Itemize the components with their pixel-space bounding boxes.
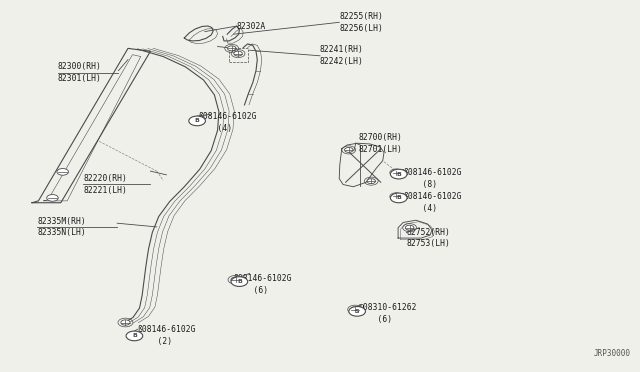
Circle shape [189,116,205,126]
Text: ß08146-6102G
    (2): ß08146-6102G (2) [138,325,196,346]
Text: JRP30000: JRP30000 [593,349,630,358]
Circle shape [344,147,353,153]
Circle shape [121,320,130,325]
Circle shape [349,307,365,316]
Text: 82255(RH)
82256(LH): 82255(RH) 82256(LH) [339,12,383,33]
Circle shape [227,46,236,51]
Text: ß08146-6102G
    (6): ß08146-6102G (6) [234,274,292,295]
Text: 82220(RH)
82221(LH): 82220(RH) 82221(LH) [83,174,127,195]
Text: Ⓜ08310-61262
    (6): Ⓜ08310-61262 (6) [358,303,417,324]
Circle shape [390,169,407,179]
Circle shape [392,194,400,199]
Text: S: S [355,309,360,314]
Circle shape [47,195,58,201]
Text: 82700(RH)
82701(LH): 82700(RH) 82701(LH) [358,133,403,154]
Circle shape [390,193,407,203]
Text: B: B [132,333,137,339]
Circle shape [126,331,143,341]
Circle shape [231,277,240,282]
Text: B: B [195,118,200,124]
Circle shape [405,225,414,230]
Text: ß08146-6102G
    (4): ß08146-6102G (4) [198,112,257,133]
Text: 82302A: 82302A [237,22,266,31]
Text: 82241(RH)
82242(LH): 82241(RH) 82242(LH) [320,45,364,66]
Text: ß08146-6102G
    (8): ß08146-6102G (8) [403,168,461,189]
Circle shape [392,170,400,175]
Text: B: B [396,195,401,201]
Text: B: B [237,279,242,284]
Text: 82335M(RH)
82335N(LH): 82335M(RH) 82335N(LH) [37,217,86,237]
Circle shape [57,169,68,175]
Text: 82300(RH)
82301(LH): 82300(RH) 82301(LH) [58,62,102,83]
Text: B: B [396,171,401,177]
Text: ß08146-6102G
    (4): ß08146-6102G (4) [403,192,461,213]
Circle shape [367,179,376,184]
Circle shape [234,51,243,56]
Circle shape [351,307,360,312]
Text: 82752(RH)
82753(LH): 82752(RH) 82753(LH) [406,228,451,248]
Circle shape [231,277,248,286]
